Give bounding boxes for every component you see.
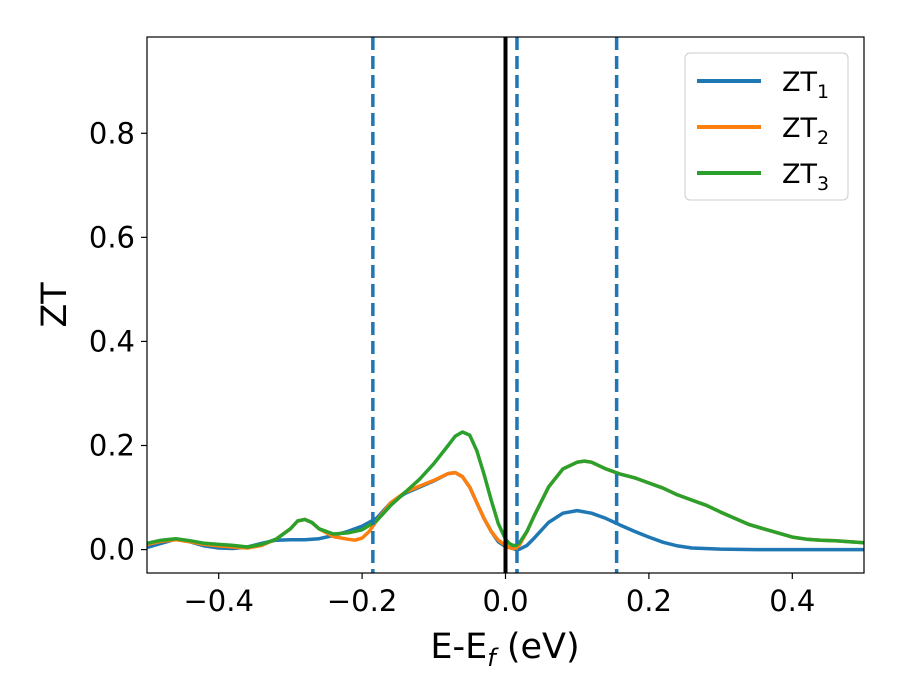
y-axis-label: ZT <box>35 282 75 328</box>
y-tick-label: 0.0 <box>89 533 135 567</box>
x-axis-label: E-Ef (eV) <box>430 627 579 672</box>
x-tick-label: 0.4 <box>769 584 815 618</box>
x-tick-label: 0.0 <box>482 584 528 618</box>
legend-label-zt1: ZT1 <box>782 67 829 103</box>
legend-box <box>684 52 849 201</box>
series-line-zt3 <box>147 430 864 549</box>
x-tick-label: −0.2 <box>327 584 397 618</box>
y-tick-label: 0.6 <box>89 220 135 254</box>
y-axis-ticks: 0.0 0.2 0.4 0.6 0.8 <box>89 116 147 567</box>
y-tick-label: 0.8 <box>89 116 135 150</box>
legend-label-zt2: ZT2 <box>782 113 829 149</box>
legend: ZT1 ZT2 ZT3 <box>684 52 849 201</box>
legend-label-zt3: ZT3 <box>782 159 829 195</box>
y-tick-label: 0.2 <box>89 429 135 463</box>
y-tick-label: 0.4 <box>89 324 135 358</box>
x-axis-ticks: −0.4 −0.2 0.0 0.2 0.4 <box>183 573 815 618</box>
reference-lines <box>371 37 619 573</box>
x-tick-label: 0.2 <box>626 584 672 618</box>
series-layer <box>147 430 864 552</box>
x-tick-label: −0.4 <box>183 584 253 618</box>
